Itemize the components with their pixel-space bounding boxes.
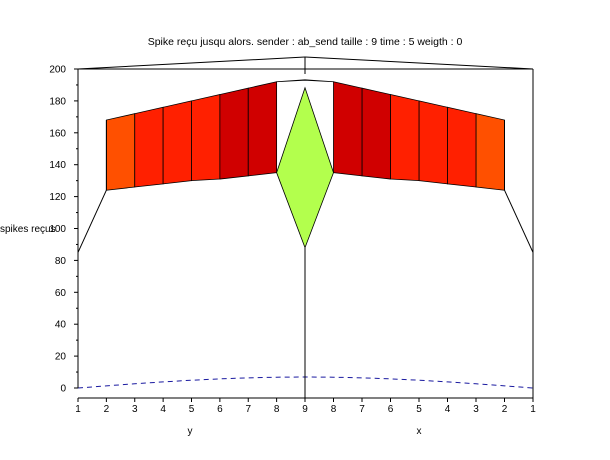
- y-tick-label: 1: [75, 404, 81, 415]
- xy-axes: 1 2 3 4 5 6 7 8 9 8 7 6 5 4 3 2 1: [75, 397, 536, 415]
- z-tick-label: 0: [60, 384, 66, 395]
- y-tick-label: 2: [104, 404, 110, 415]
- surface-facet: [247, 81, 278, 177]
- y-tick-label: 9: [302, 404, 308, 415]
- x-tick-label: 8: [331, 404, 337, 415]
- x-axis-label: x: [417, 426, 422, 437]
- z-axis-label: spikes reçus: [0, 224, 56, 235]
- surface-edge-drop: [77, 190, 107, 253]
- surface-facet: [105, 113, 136, 191]
- z-tick-label: 40: [55, 320, 67, 331]
- y-tick-label: 5: [189, 404, 195, 415]
- z-tick-label: 60: [55, 288, 67, 299]
- z-tick-label: 180: [49, 96, 66, 107]
- x-tick-label: 1: [530, 404, 536, 415]
- y-tick-label: 3: [132, 404, 138, 415]
- y-axis-label: y: [188, 426, 193, 437]
- chart-title: Spike reçu jusqu alors. sender : ab_send…: [148, 36, 463, 48]
- x-tick-label: 6: [388, 404, 394, 415]
- x-tick-label: 7: [359, 404, 365, 415]
- x-tick-label: 3: [473, 404, 479, 415]
- surface-facet: [418, 100, 448, 185]
- surface-facet: [361, 87, 391, 180]
- frame-back-left-edge: [77, 56, 306, 70]
- z-tick-label: 80: [55, 256, 67, 267]
- y-tick-label: 8: [274, 404, 280, 415]
- surface-facet: [390, 94, 420, 182]
- surface-facet: [191, 94, 221, 182]
- frame-back-right-edge: [304, 56, 534, 70]
- y-tick-label: 4: [160, 404, 166, 415]
- surface-facet: [333, 81, 363, 177]
- z-tick-label: 20: [55, 352, 67, 363]
- x-tick-label: 4: [445, 404, 451, 415]
- z-axis: 0 20 40 60 80 100 120 140 160 180 200: [49, 65, 79, 395]
- surface-mesh: [77, 79, 534, 400]
- surface-edge-drop: [504, 190, 534, 253]
- surface-facet: [447, 106, 477, 188]
- z-tick-label: 120: [49, 192, 66, 203]
- z-tick-label: 160: [49, 128, 66, 139]
- surface-facet: [162, 100, 192, 185]
- z-tick-label: 100: [49, 224, 66, 235]
- y-tick-label: 6: [217, 404, 223, 415]
- x-tick-label: 2: [502, 404, 508, 415]
- y-tick-label: 7: [245, 404, 251, 415]
- x-tick-label: 5: [416, 404, 422, 415]
- surface-facet: [475, 113, 505, 191]
- surface-center-facet: [276, 86, 334, 249]
- z-tick-label: 140: [49, 160, 66, 171]
- surface-facet: [134, 106, 164, 188]
- surface-peak: [276, 79, 334, 83]
- surface-facet: [219, 87, 249, 180]
- z-tick-label: 200: [49, 65, 66, 76]
